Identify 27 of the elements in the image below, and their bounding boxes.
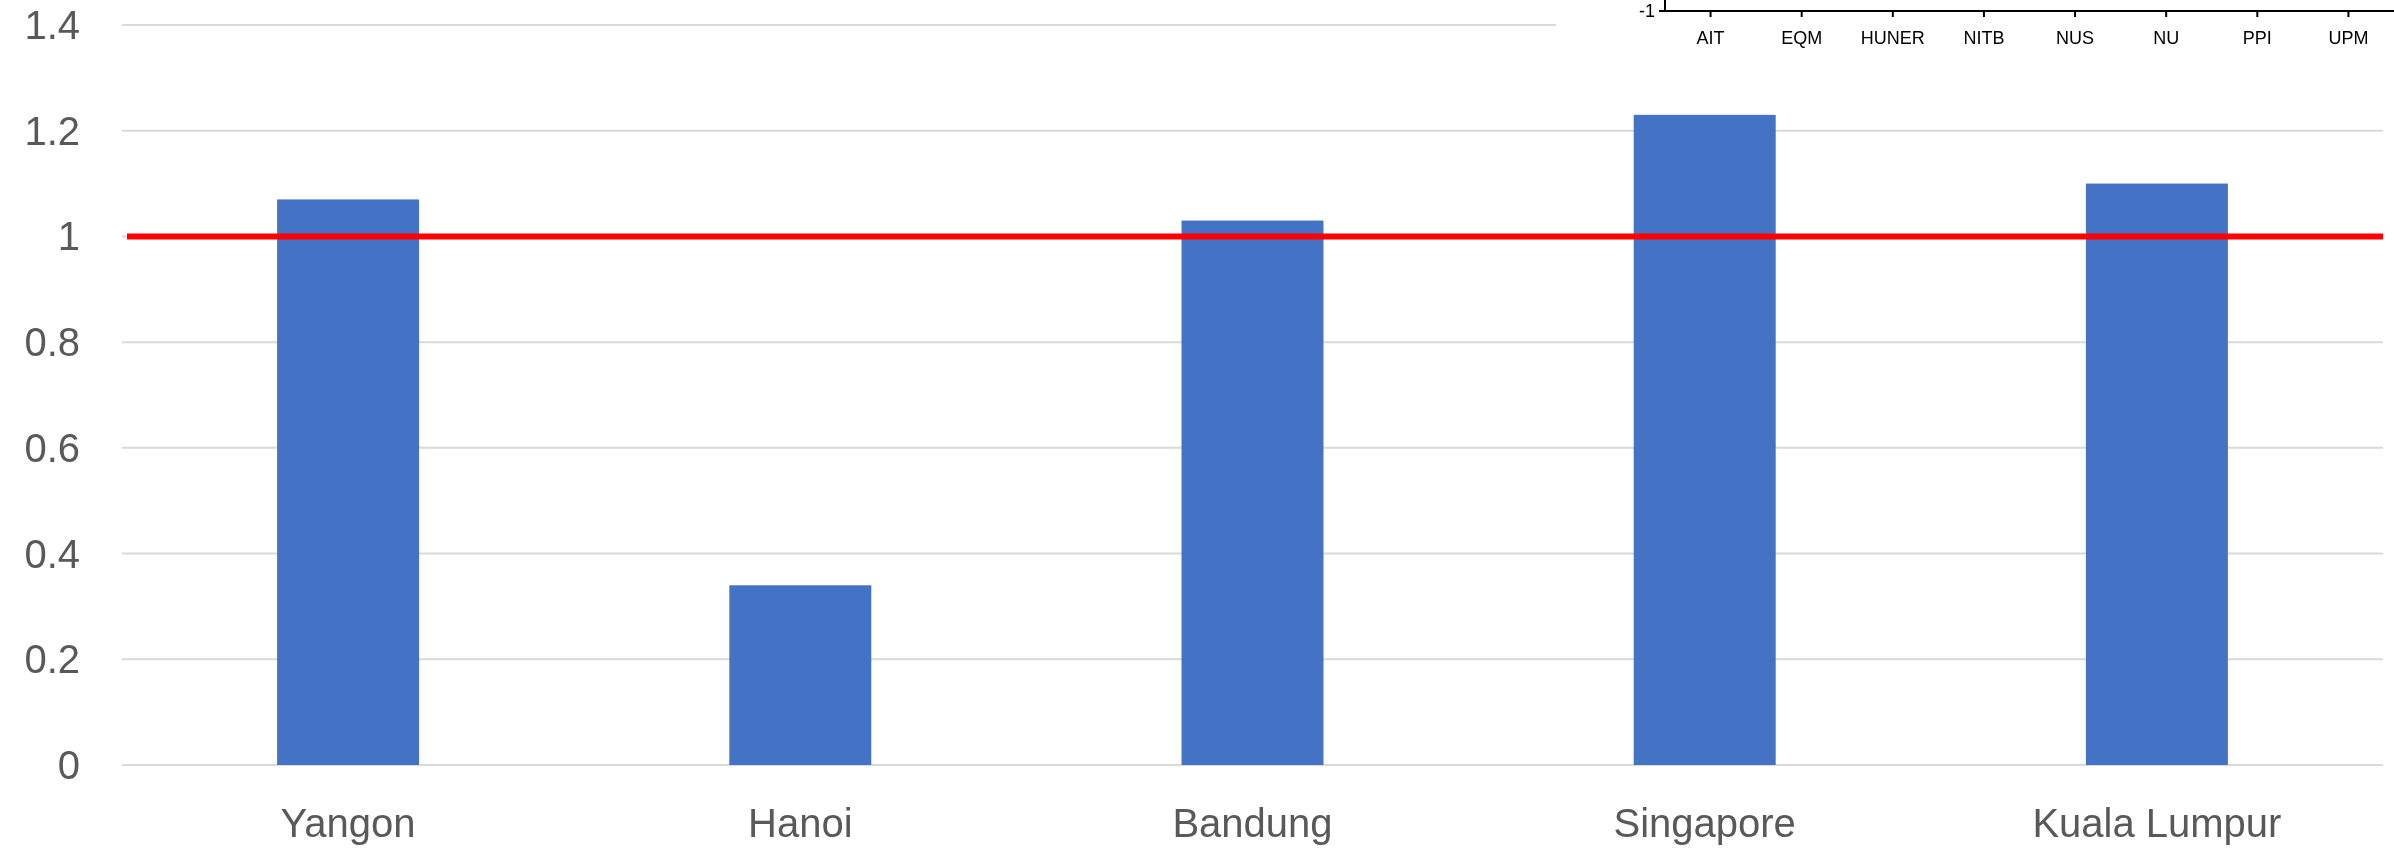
annotation: NITB <box>1963 28 2005 48</box>
annotation: NUS <box>2056 28 2095 48</box>
y-tick-label: 1 <box>57 214 80 259</box>
annotation: NU <box>2153 28 2180 48</box>
bar <box>1633 114 1776 765</box>
y-tick-label: 0 <box>57 743 80 787</box>
x-tick-label: Singapore <box>1613 801 1796 845</box>
x-tick-label: Bandung <box>1172 801 1333 845</box>
y-tick-label: 0.8 <box>24 320 80 365</box>
x-tick-label: Kuala Lumpur <box>2032 801 2282 845</box>
annotation: PPI <box>2242 28 2272 48</box>
bar <box>277 199 420 765</box>
text: -1 <box>1638 1 1655 21</box>
y-tick-label: 1.4 <box>24 3 80 47</box>
y-tick-label: 0.4 <box>24 531 80 576</box>
bar <box>729 585 872 765</box>
y-tick-label: 1.2 <box>24 108 80 153</box>
bar <box>1181 220 1324 765</box>
bar <box>2085 183 2228 765</box>
y-tick-label: 0.6 <box>24 425 80 470</box>
x-tick-label: Hanoi <box>748 801 853 845</box>
x-tick-label: Yangon <box>280 801 416 845</box>
annotation: UPM <box>2328 28 2369 48</box>
y-tick-label: 0.2 <box>24 637 80 682</box>
annotation: AIT <box>1696 28 1725 48</box>
annotation: HUNER <box>1860 28 1925 48</box>
annotation: EQM <box>1781 28 1823 48</box>
